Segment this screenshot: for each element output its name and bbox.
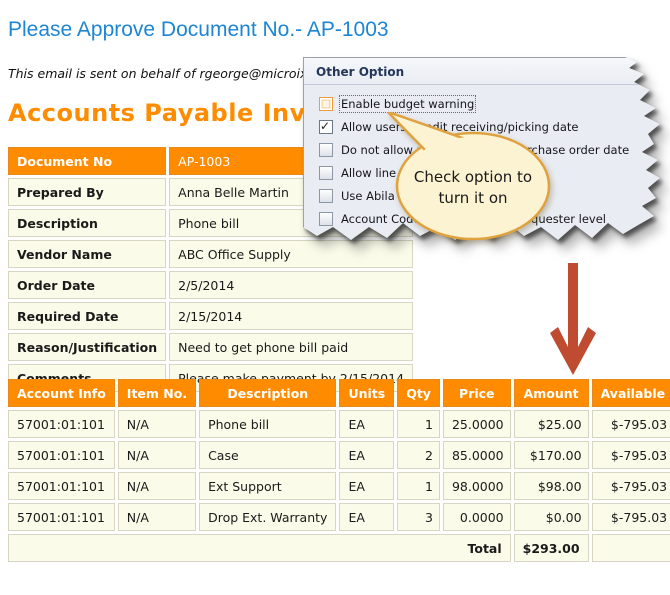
detail-value: 2/5/2014 [169, 271, 414, 299]
total-row: Total $293.00 [8, 534, 670, 562]
items-cell: $25.00 [513, 410, 589, 438]
detail-label: Prepared By [8, 178, 167, 206]
items-cell: 57001:01:101 [8, 472, 115, 500]
checkbox-unchecked-icon[interactable] [319, 96, 333, 111]
items-cell: EA [339, 441, 395, 469]
items-column-header: Units [339, 379, 395, 407]
items-cell: Drop Ext. Warranty [199, 503, 337, 531]
items-cell: $-795.03 [591, 472, 670, 500]
items-cell: 57001:01:101 [8, 410, 115, 438]
items-cell: $98.00 [513, 472, 589, 500]
checkbox-unchecked-icon[interactable] [319, 188, 333, 203]
checkbox-checked-icon[interactable] [319, 119, 333, 134]
items-cell: $0.00 [513, 503, 589, 531]
detail-label: Description [8, 209, 167, 237]
detail-label: Reason/Justification [8, 333, 167, 361]
items-row: 57001:01:101 N/A Case EA 2 85.0000 $170.00 $-79… [8, 441, 670, 469]
items-cell: N/A [117, 441, 197, 469]
items-cell: Ext Support [199, 472, 337, 500]
callout-balloon: Check option to turn it on [387, 112, 551, 241]
down-arrow-icon [550, 263, 596, 375]
items-header-row: Account Info Item No. Description Units Qty P… [8, 379, 670, 407]
items-cell: 2 [397, 441, 440, 469]
items-cell: Phone bill [199, 410, 337, 438]
detail-label: Required Date [8, 302, 167, 330]
items-cell: N/A [117, 503, 197, 531]
document-details-table: Document No AP-1003 Prepared By Anna Belle … [5, 144, 416, 395]
checkbox-unchecked-icon[interactable] [319, 142, 333, 157]
items-column-header: Available [591, 379, 670, 407]
detail-value: Need to get phone bill paid [169, 333, 414, 361]
items-cell: EA [339, 503, 395, 531]
items-cell: 98.0000 [442, 472, 511, 500]
items-column-header: Item No. [117, 379, 197, 407]
detail-label: Vendor Name [8, 240, 167, 268]
items-cell: $170.00 [513, 441, 589, 469]
line-items-table: Account Info Item No. Description Units Qty P… [5, 376, 670, 565]
detail-label: Order Date [8, 271, 167, 299]
items-cell: 57001:01:101 [8, 441, 115, 469]
items-row: 57001:01:101 N/A Ext Support EA 1 98.0000 $98.… [8, 472, 670, 500]
total-label: Total [8, 534, 511, 562]
detail-row: Order Date 2/5/2014 [8, 271, 414, 299]
popup-group-title: Other Option [304, 58, 660, 85]
detail-label: Document No [8, 147, 167, 175]
section-heading: Accounts Payable Inv [8, 99, 306, 127]
items-column-header: Account Info [8, 379, 115, 407]
items-column-header: Description [199, 379, 337, 407]
items-cell: 85.0000 [442, 441, 511, 469]
detail-row: Reason/Justification Need to get phone bi… [8, 333, 414, 361]
items-cell: N/A [117, 472, 197, 500]
items-cell: $-795.03 [591, 410, 670, 438]
items-cell: 25.0000 [442, 410, 511, 438]
items-row: 57001:01:101 N/A Phone bill EA 1 25.0000 $25.0… [8, 410, 670, 438]
checkbox-option[interactable]: Enable budget warning [319, 92, 660, 115]
items-cell: 0.0000 [442, 503, 511, 531]
items-cell: $-795.03 [591, 503, 670, 531]
items-column-header: Price [442, 379, 511, 407]
items-cell: $-795.03 [591, 441, 670, 469]
detail-row: Vendor Name ABC Office Supply [8, 240, 414, 268]
callout-text-line2: turn it on [438, 189, 507, 207]
checkbox-unchecked-icon[interactable] [319, 211, 333, 226]
checkbox-label: Enable budget warning [338, 94, 477, 113]
detail-row: Required Date 2/15/2014 [8, 302, 414, 330]
total-amount: $293.00 [513, 534, 589, 562]
items-cell: EA [339, 410, 395, 438]
items-column-header: Qty [397, 379, 440, 407]
items-cell: N/A [117, 410, 197, 438]
items-cell: 3 [397, 503, 440, 531]
checkbox-unchecked-icon[interactable] [319, 165, 333, 180]
items-cell: 1 [397, 472, 440, 500]
items-cell: EA [339, 472, 395, 500]
page-title: Please Approve Document No.- AP-1003 [8, 18, 389, 41]
total-available-empty-cell [591, 534, 670, 562]
callout-text-line1: Check option to [414, 168, 532, 186]
items-column-header: Amount [513, 379, 589, 407]
on-behalf-line: This email is sent on behalf of rgeorge@… [8, 66, 312, 81]
items-cell: Case [199, 441, 337, 469]
items-cell: 1 [397, 410, 440, 438]
items-cell: 57001:01:101 [8, 503, 115, 531]
detail-value: 2/15/2014 [169, 302, 414, 330]
items-row: 57001:01:101 N/A Drop Ext. Warranty EA 3 0.00… [8, 503, 670, 531]
detail-value: ABC Office Supply [169, 240, 414, 268]
